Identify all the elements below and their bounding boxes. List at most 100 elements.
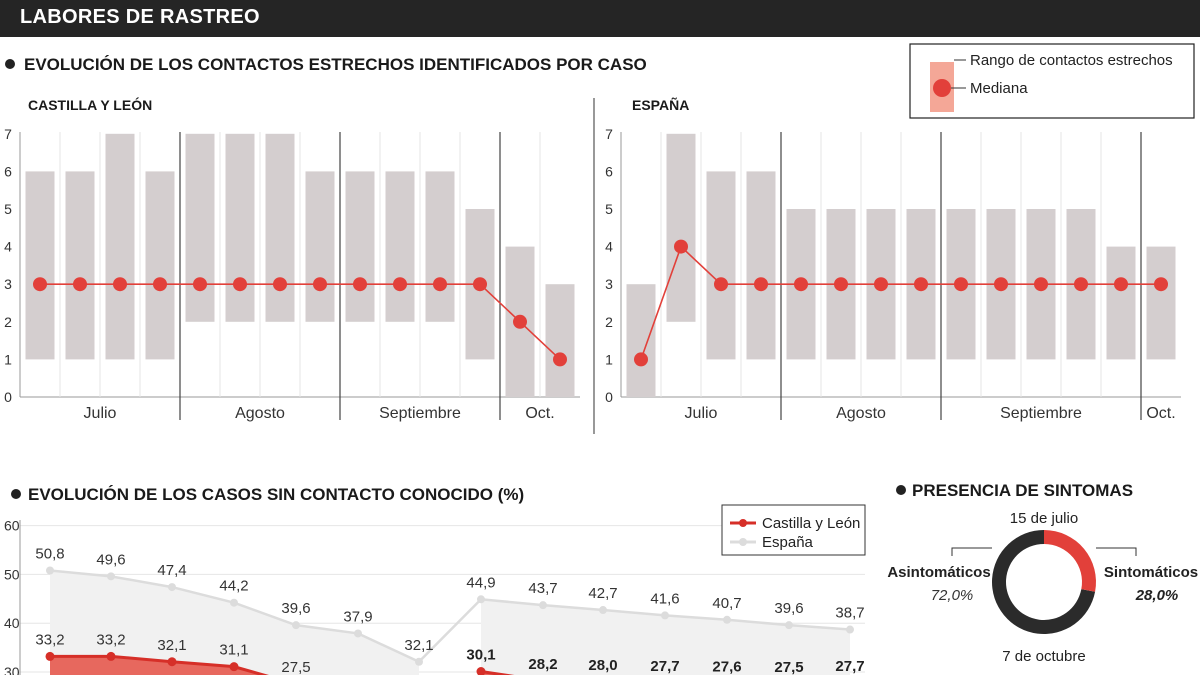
espana-point bbox=[230, 598, 238, 607]
legend-frame bbox=[909, 43, 1195, 119]
asintomaticos-name: Asintomáticos bbox=[887, 564, 990, 581]
y-tick-label: 7 bbox=[4, 126, 12, 142]
chart-castilla-y-leon: CASTILLA Y LEÓN 0 1 2 3 4 5 6 7 Julio Agosto Septie… bbox=[4, 96, 595, 434]
cyl-point bbox=[476, 667, 486, 675]
cyl-point bbox=[45, 651, 55, 661]
section1-bullet-icon bbox=[5, 59, 15, 69]
section3-title: PRESENCIA DE SINTOMAS bbox=[912, 481, 1133, 500]
y-tick-label: 3 bbox=[4, 276, 12, 292]
legend-median-icon bbox=[933, 79, 951, 97]
month-label: Septiembre bbox=[1000, 405, 1082, 422]
cyl-point bbox=[167, 657, 177, 667]
legend-cyl-label: Castilla y León bbox=[762, 515, 860, 532]
month-label: Agosto bbox=[235, 405, 285, 422]
y-tick-label: 7 bbox=[605, 126, 613, 142]
range-bar bbox=[305, 171, 335, 322]
median-point bbox=[794, 277, 808, 292]
range-bar bbox=[185, 133, 215, 322]
legend-range-label: Rango de contactos estrechos bbox=[970, 52, 1173, 69]
range-bar bbox=[345, 171, 375, 322]
espana-point bbox=[539, 601, 547, 610]
chart-sintomas: 15 de julio 7 de octubre Asintomáticos 72,0… bbox=[887, 510, 1198, 665]
median-point bbox=[153, 277, 167, 292]
cyl-value-label: 31,1 bbox=[219, 642, 248, 659]
y-tick-label: 3 bbox=[605, 276, 613, 292]
cyl-value-label: 27,5 bbox=[774, 659, 803, 675]
range-bar bbox=[1146, 246, 1176, 360]
espana-value-label: 44,2 bbox=[219, 578, 248, 595]
median-point bbox=[1114, 277, 1128, 292]
espana-value-label: 37,9 bbox=[343, 608, 372, 625]
month-label: Agosto bbox=[836, 405, 886, 422]
median-point bbox=[1034, 277, 1048, 292]
range-bar bbox=[265, 133, 295, 322]
chart-sin-contacto: 30 40 50 60 50,8 49,6 47,4 44,2 39,6 37,9 32,1 44,9… bbox=[4, 504, 866, 675]
espana-value-label: 49,6 bbox=[96, 551, 125, 568]
month-label: Oct. bbox=[1146, 405, 1175, 422]
espana-value-label: 32,1 bbox=[404, 637, 433, 654]
month-label: Julio bbox=[685, 405, 718, 422]
espana-value-label: 44,9 bbox=[466, 574, 495, 591]
section3-bullet-icon bbox=[896, 485, 906, 495]
donut-slice-sintomaticos bbox=[1044, 530, 1097, 592]
y-tick-label: 0 bbox=[605, 389, 613, 405]
cyl-value-label: 33,2 bbox=[35, 631, 64, 648]
espana-value-label: 40,7 bbox=[712, 595, 741, 612]
y-tick-label: 5 bbox=[605, 201, 613, 217]
median-point bbox=[874, 277, 888, 292]
espana-value-label: 50,8 bbox=[35, 545, 64, 562]
espana-value-label: 41,6 bbox=[650, 590, 679, 607]
median-point bbox=[553, 352, 567, 367]
median-point bbox=[1074, 277, 1088, 292]
range-bar bbox=[65, 171, 95, 360]
median-point bbox=[73, 277, 87, 292]
y-tick-label: 2 bbox=[4, 314, 12, 330]
espana-point bbox=[785, 621, 793, 630]
range-bar bbox=[746, 171, 776, 360]
y-tick-label: 6 bbox=[4, 163, 12, 179]
header-title: LABORES DE RASTREO bbox=[20, 6, 260, 28]
median-point bbox=[353, 277, 367, 292]
legend-cyl-dot bbox=[739, 519, 747, 527]
median-point bbox=[754, 277, 768, 292]
cyl-value-label: 27,5 bbox=[281, 659, 310, 675]
month-label: Julio bbox=[84, 405, 117, 422]
median-point bbox=[914, 277, 928, 292]
espana-point bbox=[107, 572, 115, 581]
espana-value-label: 42,7 bbox=[588, 585, 617, 602]
range-legend: Rango de contactos estrechos Mediana bbox=[909, 43, 1195, 119]
y-tick-label: 2 bbox=[605, 314, 613, 330]
cyl-area bbox=[481, 671, 505, 675]
cyl-value-label: 32,1 bbox=[157, 637, 186, 654]
espana-area bbox=[481, 599, 850, 675]
range-bar bbox=[105, 133, 135, 360]
range-bar bbox=[145, 171, 175, 360]
y-tick-label: 50 bbox=[4, 566, 20, 582]
asintomaticos-leader bbox=[951, 547, 992, 556]
chart-subtitle: CASTILLA Y LEÓN bbox=[28, 96, 152, 113]
espana-value-label: 39,6 bbox=[774, 600, 803, 617]
median-point bbox=[393, 277, 407, 292]
header-bar: LABORES DE RASTREO bbox=[0, 0, 1200, 37]
y-tick-label: 30 bbox=[4, 664, 20, 675]
range-bar bbox=[545, 284, 575, 397]
median-point bbox=[313, 277, 327, 292]
y-tick-label: 1 bbox=[605, 351, 613, 367]
section1-title: EVOLUCIÓN DE LOS CONTACTOS ESTRECHOS IDE… bbox=[24, 55, 647, 74]
y-tick-label: 1 bbox=[4, 351, 12, 367]
cyl-value-label: 28,0 bbox=[588, 657, 617, 674]
median-point bbox=[473, 277, 487, 292]
median-point bbox=[113, 277, 127, 292]
espana-point bbox=[846, 625, 854, 634]
espana-value-label: 47,4 bbox=[157, 562, 186, 579]
month-label: Oct. bbox=[525, 405, 554, 422]
legend-espana-label: España bbox=[762, 534, 814, 551]
espana-point bbox=[46, 566, 54, 575]
espana-point bbox=[168, 583, 176, 592]
sintomaticos-name: Sintomáticos bbox=[1104, 564, 1198, 581]
cyl-value-label: 30,1 bbox=[466, 647, 495, 664]
median-point bbox=[714, 277, 728, 292]
sintomaticos-leader bbox=[1096, 547, 1137, 556]
median-point bbox=[233, 277, 247, 292]
median-point bbox=[634, 352, 648, 367]
